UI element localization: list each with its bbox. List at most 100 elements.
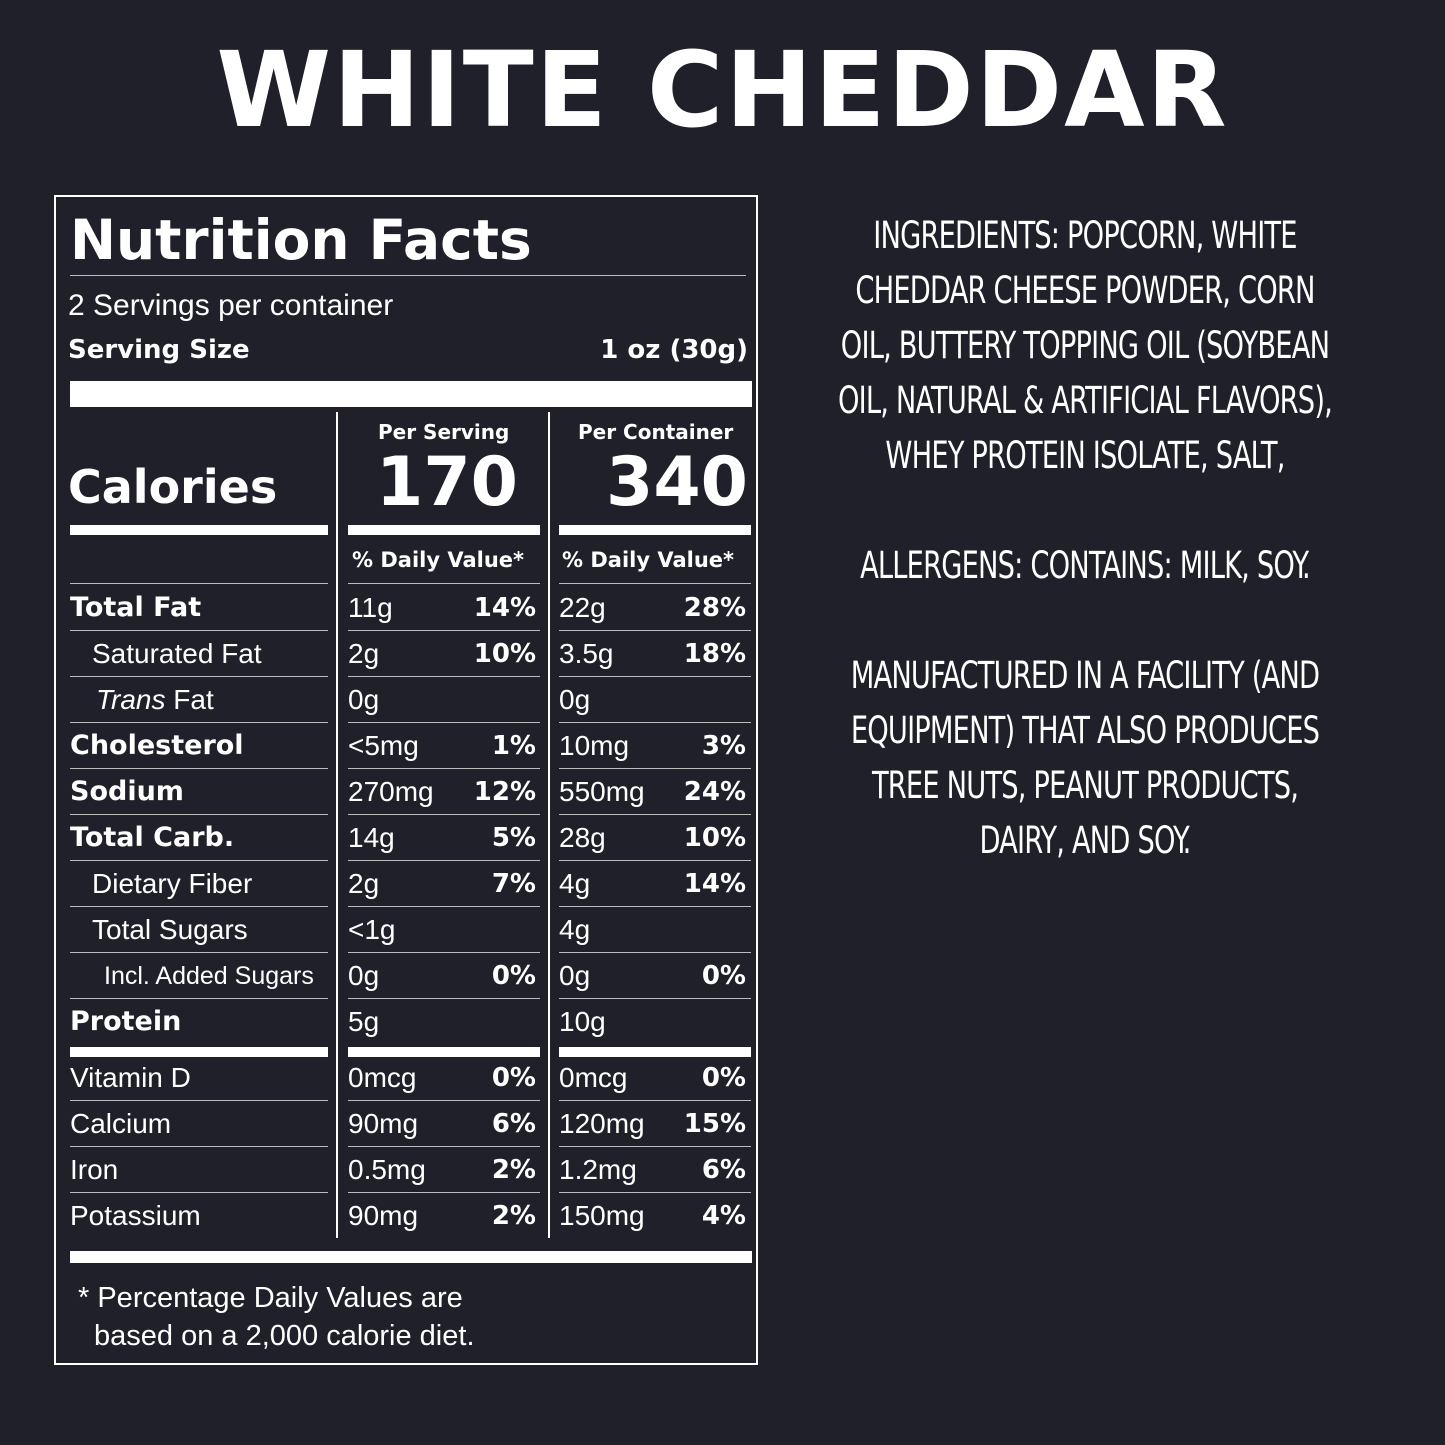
nutrient-row: Protein 5g 10g <box>56 999 756 1045</box>
row-divider <box>70 583 328 584</box>
row-divider <box>348 1146 540 1147</box>
per-container-percent: 10% <box>683 823 746 853</box>
row-divider <box>559 814 751 815</box>
nutrient-row: Sodium 270mg 12% 550mg 24% <box>56 769 756 815</box>
per-serving-percent: 6% <box>491 1109 536 1139</box>
nutrient-label: Trans Fat <box>96 683 214 717</box>
per-serving-percent: 7% <box>491 869 536 899</box>
nutrient-row: Total Sugars <1g 4g <box>56 907 756 953</box>
nutrient-label: Potassium <box>70 1200 201 1231</box>
row-divider <box>348 768 540 769</box>
nutrient-label: Total Carb. <box>70 822 235 853</box>
row-divider <box>559 952 751 953</box>
nutrient-label: Dietary Fiber <box>92 868 253 899</box>
per-container-percent: 14% <box>683 869 746 899</box>
row-divider <box>348 1192 540 1193</box>
per-container-amount: 4g <box>559 914 591 945</box>
row-divider <box>559 1192 751 1193</box>
column-divider <box>336 412 338 1238</box>
row-divider <box>348 998 540 999</box>
per-serving-amount: 0g <box>348 960 380 991</box>
row-divider <box>70 906 328 907</box>
per-container-percent: 3% <box>701 731 746 761</box>
allergens-text: ALLERGENS: CONTAINS: MILK, SOY. <box>860 544 1311 587</box>
row-divider <box>348 860 540 861</box>
nutrient-label: Calcium <box>70 1108 172 1139</box>
calories-per-container: 340 <box>606 443 748 522</box>
per-serving-amount: 90mg <box>348 1108 419 1139</box>
divider <box>70 275 746 276</box>
per-serving-amount: 5g <box>348 1006 380 1037</box>
nutrient-label: Cholesterol <box>70 730 244 761</box>
per-container-percent: 4% <box>701 1201 746 1231</box>
per-container-amount: 550mg <box>559 776 645 807</box>
nutrition-facts-panel: Nutrition Facts 2 Servings per container… <box>54 195 758 1365</box>
per-container-amount: 28g <box>559 822 606 853</box>
row-divider <box>559 583 751 584</box>
per-container-amount: 22g <box>559 592 606 623</box>
thick-divider <box>559 525 751 535</box>
row-divider <box>70 1146 328 1147</box>
per-container-amount: 10mg <box>559 730 630 761</box>
row-divider <box>70 860 328 861</box>
row-divider <box>559 630 751 631</box>
row-divider <box>348 814 540 815</box>
row-divider <box>559 722 751 723</box>
row-divider <box>70 722 328 723</box>
per-container-amount: 10g <box>559 1006 606 1037</box>
row-divider <box>348 676 540 677</box>
row-divider <box>348 906 540 907</box>
nutrient-row: Total Carb. 14g 5% 28g 10% <box>56 815 756 861</box>
thick-divider <box>70 1251 752 1263</box>
footnote-line: based on a 2,000 calorie diet. <box>94 1320 475 1352</box>
per-serving-amount: 14g <box>348 822 395 853</box>
ingredients-text: INGREDIENTS: POPCORN, WHITE CHEDDAR CHEE… <box>837 214 1333 477</box>
per-container-percent: 18% <box>683 639 746 669</box>
per-serving-percent: 14% <box>473 593 536 623</box>
row-divider <box>70 814 328 815</box>
nutrition-facts-title: Nutrition Facts <box>70 208 532 272</box>
row-divider <box>348 1100 540 1101</box>
calories-label: Calories <box>68 460 278 514</box>
per-serving-amount: 2g <box>348 638 380 669</box>
calories-per-serving: 170 <box>376 443 518 522</box>
thick-divider <box>348 1047 540 1057</box>
nutrient-label: Vitamin D <box>70 1062 191 1093</box>
servings-per-container: 2 Servings per container <box>68 289 394 322</box>
serving-size-value: 1 oz (30g) <box>600 335 748 365</box>
daily-value-header: % Daily Value* <box>562 548 734 572</box>
per-container-amount: 1.2mg <box>559 1154 637 1185</box>
footnote-line: * Percentage Daily Values are <box>78 1282 463 1314</box>
nutrient-label: Total Fat <box>70 592 202 623</box>
nutrient-row: Incl. Added Sugars 0g 0% 0g 0% <box>56 953 756 999</box>
row-divider <box>70 630 328 631</box>
nutrient-row: Potassium 90mg 2% 150mg 4% <box>56 1193 756 1239</box>
nutrient-label: Total Sugars <box>92 914 248 945</box>
per-container-amount: 150mg <box>559 1200 645 1231</box>
per-serving-percent: 5% <box>491 823 536 853</box>
nutrient-row: Dietary Fiber 2g 7% 4g 14% <box>56 861 756 907</box>
nutrient-label: Saturated Fat <box>92 638 262 669</box>
thick-divider <box>70 1047 328 1057</box>
row-divider <box>348 630 540 631</box>
row-divider <box>348 583 540 584</box>
nutrient-row: Cholesterol <5mg 1% 10mg 3% <box>56 723 756 769</box>
nutrient-label: Incl. Added Sugars <box>104 962 314 990</box>
per-serving-percent: 2% <box>491 1155 536 1185</box>
footnote: * Percentage Daily Values are based on a… <box>78 1279 475 1355</box>
row-divider <box>70 768 328 769</box>
per-container-percent: 15% <box>683 1109 746 1139</box>
per-container-percent: 0% <box>701 1063 746 1093</box>
per-serving-amount: 11g <box>348 592 393 623</box>
per-container-amount: 0g <box>559 684 591 715</box>
per-container-amount: 3.5g <box>559 638 614 669</box>
per-serving-percent: 1% <box>491 731 536 761</box>
row-divider <box>348 952 540 953</box>
row-divider <box>559 998 751 999</box>
per-serving-amount: 270mg <box>348 776 434 807</box>
facility-text: MANUFACTURED IN A FACILITY (AND EQUIPMEN… <box>850 654 1320 862</box>
nutrient-row: Total Fat 11g 14% 22g 28% <box>56 585 756 631</box>
per-serving-amount: 0.5mg <box>348 1154 426 1185</box>
row-divider <box>559 768 751 769</box>
thick-divider <box>348 525 540 535</box>
